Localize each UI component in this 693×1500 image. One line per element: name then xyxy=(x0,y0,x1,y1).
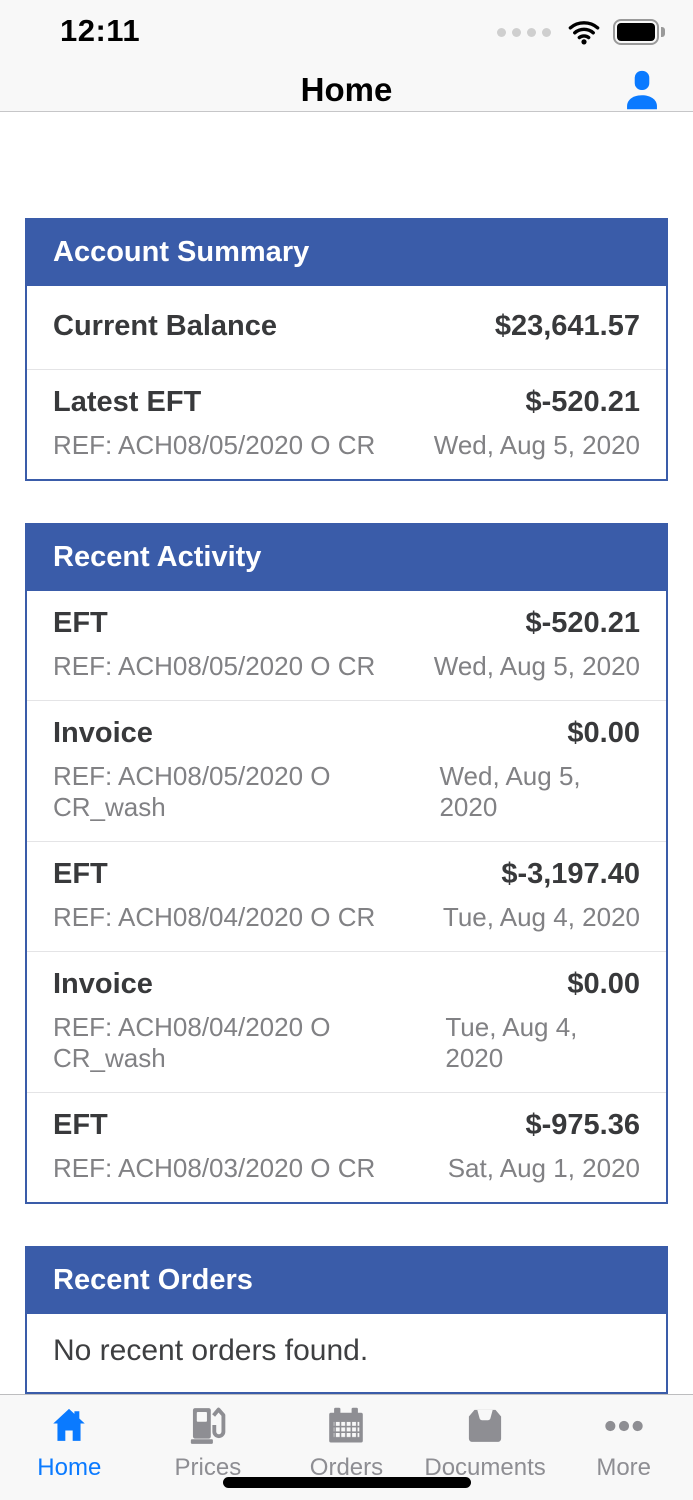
recent-orders-header: Recent Orders xyxy=(27,1247,666,1314)
activity-ref: REF: ACH08/04/2020 O CR xyxy=(53,901,376,932)
tab-label: Home xyxy=(37,1453,102,1481)
tab-label: Documents xyxy=(424,1453,546,1481)
account-summary-card: Account Summary Current Balance $23,641.… xyxy=(25,217,668,481)
activity-amount: $0.00 xyxy=(567,716,640,749)
inbox-icon xyxy=(468,1409,502,1442)
tab-orders[interactable]: Orders xyxy=(277,1405,416,1482)
activity-row[interactable]: EFT $-3,197.40 REF: ACH08/04/2020 O CR T… xyxy=(27,840,666,951)
recent-activity-header: Recent Activity xyxy=(27,524,666,591)
activity-type: EFT xyxy=(53,606,108,639)
fuel-pump-icon xyxy=(190,1407,226,1444)
activity-date: Tue, Aug 4, 2020 xyxy=(445,1011,578,1073)
nav-bar: Home xyxy=(0,54,693,115)
activity-ref: REF: ACH08/05/2020 O CR xyxy=(53,650,376,681)
no-orders-message: No recent orders found. xyxy=(53,1333,369,1367)
person-icon xyxy=(627,70,657,110)
activity-date: Tue, Aug 4, 2020 xyxy=(442,901,640,932)
activity-date: Sat, Aug 1, 2020 xyxy=(447,1152,640,1183)
battery-icon xyxy=(613,19,665,46)
tab-label: Prices xyxy=(174,1453,242,1481)
tab-label: Orders xyxy=(309,1453,384,1481)
activity-ref: REF: ACH08/05/2020 O CR_wash xyxy=(53,760,331,822)
activity-row[interactable]: EFT $-520.21 REF: ACH08/05/2020 O CR Wed… xyxy=(27,591,666,700)
tab-more[interactable]: More xyxy=(554,1405,693,1482)
activity-ref: REF: ACH08/03/2020 O CR xyxy=(53,1152,376,1183)
latest-eft-amount: $-520.21 xyxy=(525,385,641,418)
activity-type: EFT xyxy=(53,1108,108,1141)
tab-label: More xyxy=(596,1453,652,1481)
profile-button[interactable] xyxy=(619,67,665,115)
latest-eft-row[interactable]: Latest EFT $-520.21 REF: ACH08/05/2020 O… xyxy=(27,368,666,479)
activity-row[interactable]: EFT $-975.36 REF: ACH08/03/2020 O CR Sat… xyxy=(27,1091,666,1202)
ellipsis-icon xyxy=(604,1420,643,1431)
latest-eft-label: Latest EFT xyxy=(53,385,202,418)
wifi-icon xyxy=(568,21,600,45)
activity-type: EFT xyxy=(53,857,108,890)
activity-amount: $-520.21 xyxy=(525,606,641,639)
home-indicator[interactable] xyxy=(222,1477,471,1489)
activity-row[interactable]: Invoice $0.00 REF: ACH08/04/2020 O CR_wa… xyxy=(27,950,666,1092)
tab-bar: Home Prices O xyxy=(0,1393,693,1500)
latest-eft-date: Wed, Aug 5, 2020 xyxy=(433,429,640,460)
tab-documents[interactable]: Documents xyxy=(416,1405,555,1482)
activity-type: Invoice xyxy=(53,716,153,749)
clock: 12:11 xyxy=(60,13,141,49)
balance-label: Current Balance xyxy=(53,309,278,342)
account-summary-header: Account Summary xyxy=(27,219,666,286)
recent-activity-card: Recent Activity EFT $-520.21 REF: ACH08/… xyxy=(25,522,668,1204)
cellular-signal-icon xyxy=(497,27,551,37)
latest-eft-ref: REF: ACH08/05/2020 O CR xyxy=(53,429,376,460)
calendar-icon xyxy=(329,1407,364,1443)
status-bar: 12:11 xyxy=(0,0,693,55)
activity-ref: REF: ACH08/04/2020 O CR_wash xyxy=(53,1011,331,1073)
tab-home[interactable]: Home xyxy=(0,1405,139,1482)
activity-amount: $-3,197.40 xyxy=(501,857,640,890)
activity-date: Wed, Aug 5, 2020 xyxy=(433,650,640,681)
activity-row[interactable]: Invoice $0.00 REF: ACH08/05/2020 O CR_wa… xyxy=(27,699,666,841)
tab-prices[interactable]: Prices xyxy=(139,1405,278,1482)
activity-type: Invoice xyxy=(53,967,153,1000)
page-title: Home xyxy=(300,70,393,108)
current-balance-row: Current Balance $23,641.57 xyxy=(27,286,666,369)
activity-date: Wed, Aug 5, 2020 xyxy=(439,760,581,822)
main-content: Account Summary Current Balance $23,641.… xyxy=(0,111,693,1394)
balance-value: $23,641.57 xyxy=(494,309,640,342)
activity-amount: $0.00 xyxy=(567,967,640,1000)
home-icon xyxy=(53,1408,86,1441)
recent-orders-card: Recent Orders No recent orders found. xyxy=(25,1245,668,1394)
activity-amount: $-975.36 xyxy=(525,1108,641,1141)
